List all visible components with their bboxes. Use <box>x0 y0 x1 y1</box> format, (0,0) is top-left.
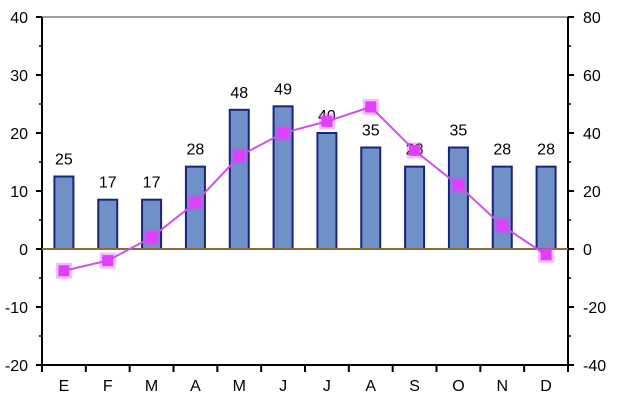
plot-area: -20 -10 0 10 20 30 40 -40 -20 0 20 40 60 80 E F M A M J J A S O… <box>5 10 606 395</box>
bar-data-label: 17 <box>143 175 161 192</box>
bar <box>491 165 513 250</box>
bar-data-label: 28 <box>537 142 555 159</box>
x-tick-label: F <box>103 378 113 395</box>
line-marker <box>277 127 289 139</box>
line-marker <box>58 265 70 277</box>
line-marker <box>321 115 333 127</box>
right-tick-label: -20 <box>583 300 606 317</box>
line-marker <box>365 101 377 113</box>
x-tick-label: D <box>540 378 552 395</box>
bar <box>447 146 469 250</box>
x-tick-label: S <box>409 378 420 395</box>
bar <box>404 165 426 250</box>
line-marker <box>496 220 508 232</box>
bar-data-label: 25 <box>55 152 73 169</box>
line-marker <box>146 231 158 243</box>
x-tick-label: E <box>59 378 70 395</box>
bar <box>535 165 557 250</box>
right-tick-label: 40 <box>583 126 601 143</box>
right-tick-label: 80 <box>583 10 601 27</box>
bar-data-label: 48 <box>230 85 248 102</box>
left-tick-label: 20 <box>10 126 28 143</box>
left-tick-label: -10 <box>5 300 28 317</box>
line-marker <box>452 179 464 191</box>
left-tick-label: 40 <box>10 10 28 27</box>
left-tick-label: 10 <box>10 184 28 201</box>
left-tick-label: 30 <box>10 68 28 85</box>
x-tick-label: M <box>145 378 158 395</box>
x-tick-label: A <box>190 378 201 395</box>
right-tick-label: 0 <box>583 242 592 259</box>
line-marker <box>189 197 201 209</box>
bar-data-label: 49 <box>274 81 292 98</box>
line-marker <box>102 255 114 267</box>
bar <box>360 146 382 250</box>
line-marker <box>233 150 245 162</box>
x-tick-label: J <box>279 378 287 395</box>
series-line <box>63 105 547 272</box>
bar <box>228 108 250 250</box>
bar-data-label: 28 <box>493 142 511 159</box>
bar-data-label: 28 <box>187 142 205 159</box>
x-tick-label: J <box>323 378 331 395</box>
left-tick-label: -20 <box>5 358 28 375</box>
bar <box>97 198 119 250</box>
bar-data-label: 35 <box>362 123 380 140</box>
line-marker <box>409 144 421 156</box>
bar-data-label: 17 <box>99 175 117 192</box>
line-marker <box>540 249 552 261</box>
bar-data-label: 35 <box>450 123 468 140</box>
bar <box>316 132 338 250</box>
right-tick-label: -40 <box>583 358 606 375</box>
x-tick-label: M <box>233 378 246 395</box>
left-tick-label: 0 <box>19 242 28 259</box>
right-tick-label: 20 <box>583 184 601 201</box>
right-tick-label: 60 <box>583 68 601 85</box>
bar <box>53 175 75 250</box>
x-tick-label: O <box>452 378 464 395</box>
x-tick-label: A <box>365 378 376 395</box>
x-tick-label: N <box>496 378 508 395</box>
